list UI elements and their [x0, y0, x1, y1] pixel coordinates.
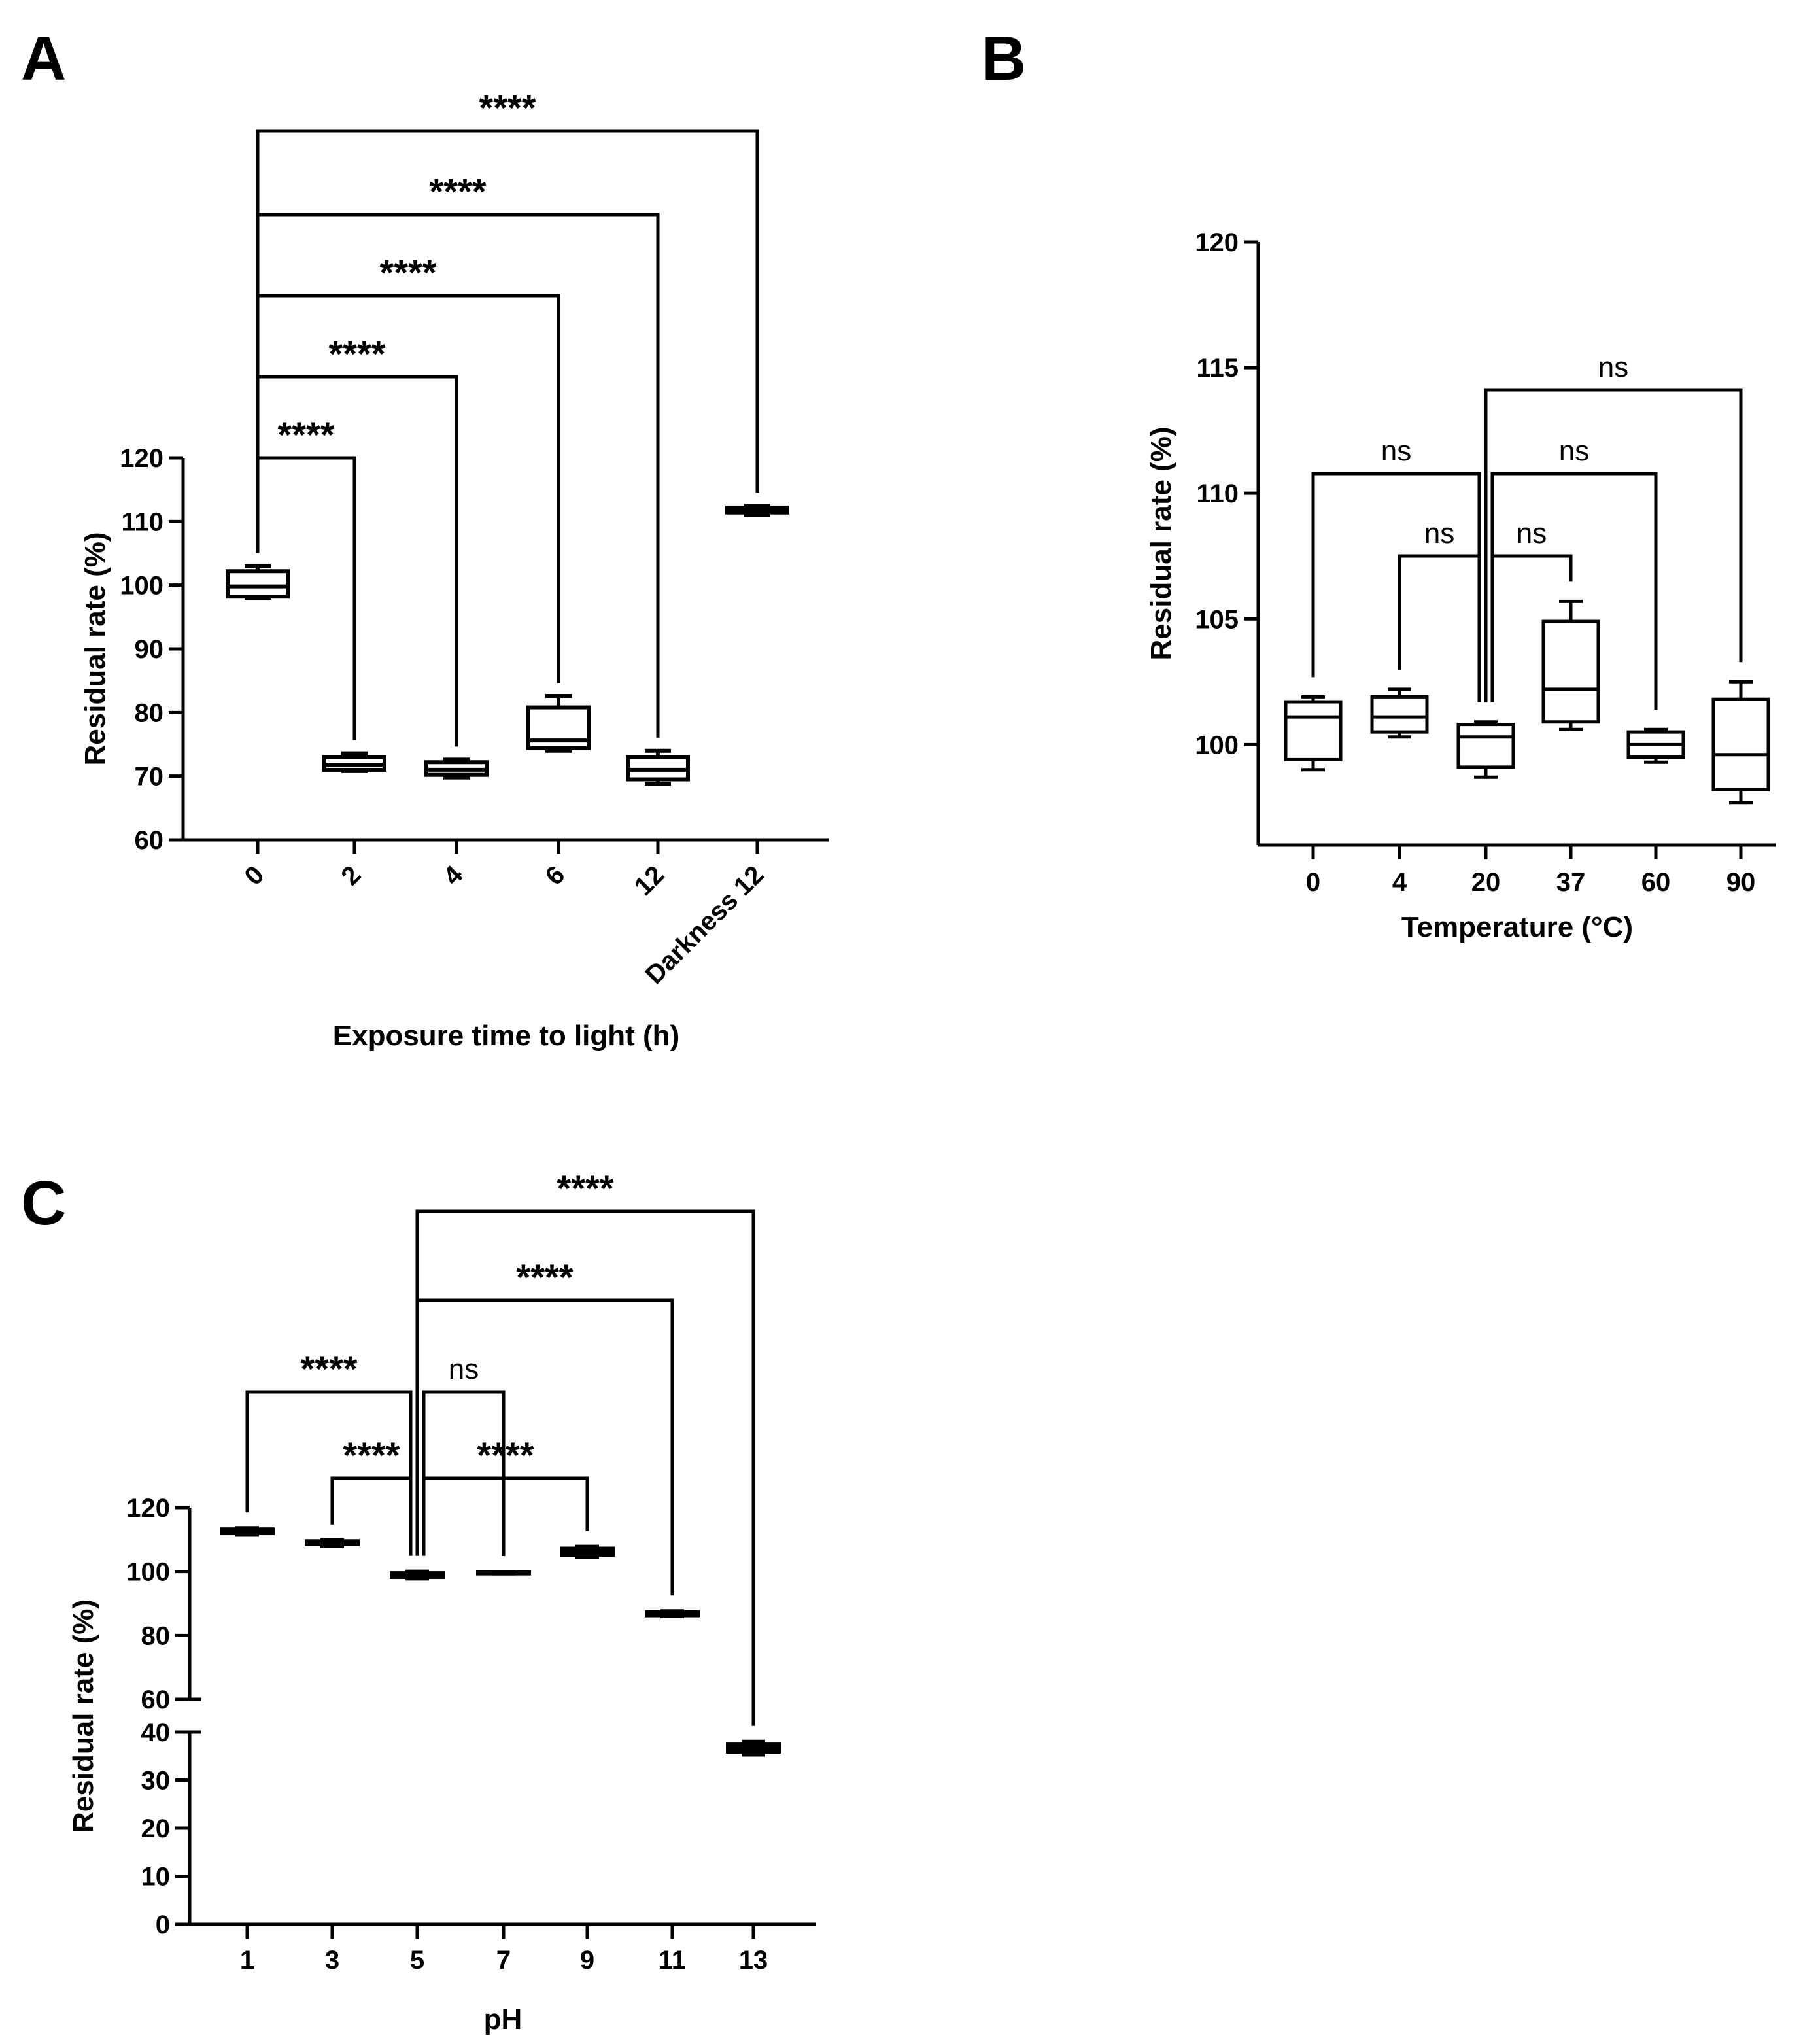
significance-bracket-c-2 — [245, 1390, 413, 1556]
x-axis-title-a: Exposure time to light (h) — [333, 1020, 679, 1052]
x-axis-title-b: Temperature (°C) — [1401, 911, 1633, 943]
significance-label-a-4: **** — [479, 87, 536, 128]
x-tick-label-c-6: 13 — [739, 1946, 768, 1975]
x-tick-label-b-1: 4 — [1392, 868, 1407, 897]
x-tick-label-c-2: 5 — [410, 1946, 424, 1975]
box-a-3 — [526, 705, 591, 750]
significance-bracket-b-3 — [1490, 472, 1658, 710]
significance-bracket-c-4 — [415, 1298, 674, 1596]
x-tick-label-a-2: 4 — [438, 860, 469, 891]
significance-bracket-a-4 — [256, 129, 759, 553]
significance-bracket-a-0 — [256, 456, 356, 740]
y-axis-title-a: Residual rate (%) — [79, 532, 111, 766]
x-tick-label-a-1: 2 — [336, 860, 367, 891]
significance-label-b-1: ns — [1424, 517, 1454, 549]
significance-label-c-1: **** — [477, 1434, 534, 1476]
x-tick-label-a-4: 12 — [629, 860, 670, 901]
box-b-3 — [1541, 619, 1600, 724]
x-tick-label-b-0: 0 — [1306, 868, 1320, 897]
significance-label-b-4: ns — [1598, 351, 1628, 383]
significance-bracket-a-2 — [256, 294, 560, 684]
significance-label-a-3: **** — [429, 171, 486, 212]
y-tick-label-b-110: 110 — [1196, 479, 1239, 508]
significance-label-a-1: **** — [328, 333, 385, 374]
x-tick-label-b-3: 37 — [1556, 868, 1586, 897]
x-tick-label-c-3: 7 — [496, 1946, 511, 1975]
significance-label-a-0: **** — [277, 414, 334, 455]
significance-bracket-c-1 — [422, 1476, 589, 1556]
y-axis-title-b: Residual rate (%) — [1145, 427, 1177, 661]
panel-letter-b: B — [981, 24, 1026, 94]
significance-bracket-b-4 — [1484, 388, 1743, 702]
significance-label-c-0: **** — [343, 1434, 400, 1476]
significance-bracket-c-3 — [422, 1390, 506, 1557]
y-tick-label-c-0: 0 — [156, 1911, 170, 1939]
y-tick-label-c-60: 60 — [141, 1686, 171, 1714]
y-tick-label-c-120: 120 — [126, 1494, 170, 1523]
significance-label-c-5: **** — [557, 1168, 613, 1209]
panel-letter-a: A — [21, 24, 66, 94]
box-b-0 — [1284, 700, 1343, 761]
x-tick-label-c-5: 11 — [659, 1946, 686, 1975]
significance-bracket-b-1 — [1398, 554, 1481, 702]
y-tick-label-b-120: 120 — [1195, 228, 1239, 257]
x-tick-label-b-2: 20 — [1471, 868, 1501, 897]
significance-label-a-2: **** — [379, 252, 436, 293]
box-b-5 — [1711, 697, 1770, 791]
x-tick-label-c-0: 1 — [240, 1946, 254, 1975]
x-tick-label-c-4: 9 — [580, 1946, 594, 1975]
y-tick-label-a-60: 60 — [135, 826, 164, 855]
significance-label-b-2: ns — [1517, 517, 1547, 549]
box-b-2 — [1456, 723, 1515, 769]
x-tick-label-a-0: 0 — [239, 860, 270, 891]
significance-label-b-0: ns — [1381, 435, 1411, 467]
y-tick-label-a-100: 100 — [120, 572, 163, 600]
y-tick-label-c-30: 30 — [141, 1767, 171, 1795]
y-tick-label-c-80: 80 — [141, 1621, 171, 1650]
significance-label-b-3: ns — [1559, 435, 1589, 467]
significance-bracket-b-2 — [1490, 554, 1573, 702]
y-tick-label-b-115: 115 — [1196, 354, 1239, 383]
chart-panel-b: 100 105 110 115 120 0 4 20 37 60 90 Temperature (°C… — [1145, 228, 1776, 943]
box-b-1 — [1370, 695, 1429, 734]
significance-label-c-3: ns — [449, 1353, 479, 1385]
y-tick-label-c-100: 100 — [126, 1558, 170, 1587]
box-a-0 — [226, 569, 290, 599]
y-tick-label-a-80: 80 — [135, 699, 164, 727]
x-tick-label-a-3: 6 — [540, 860, 571, 891]
y-tick-label-b-100: 100 — [1195, 731, 1239, 759]
y-tick-label-a-120: 120 — [120, 444, 163, 473]
x-tick-label-b-4: 60 — [1641, 868, 1671, 897]
x-tick-label-b-5: 90 — [1726, 868, 1756, 897]
y-axis-title-c: Residual rate (%) — [67, 1599, 99, 1833]
significance-label-c-4: **** — [516, 1256, 573, 1298]
panel-letter-c: C — [21, 1168, 66, 1238]
significance-bracket-c-5 — [415, 1209, 755, 1726]
y-tick-label-b-105: 105 — [1195, 605, 1239, 634]
significance-label-c-2: **** — [300, 1348, 357, 1389]
y-tick-label-c-40: 40 — [141, 1718, 171, 1747]
y-tick-label-a-70: 70 — [135, 763, 164, 791]
y-tick-label-a-110: 110 — [121, 508, 163, 536]
x-tick-label-c-1: 3 — [325, 1946, 339, 1975]
y-tick-label-c-10: 10 — [141, 1863, 171, 1892]
y-tick-label-a-90: 90 — [135, 635, 164, 664]
x-axis-title-c: pH — [484, 2003, 523, 2035]
significance-bracket-b-0 — [1311, 472, 1481, 702]
y-tick-label-c-20: 20 — [141, 1814, 171, 1843]
